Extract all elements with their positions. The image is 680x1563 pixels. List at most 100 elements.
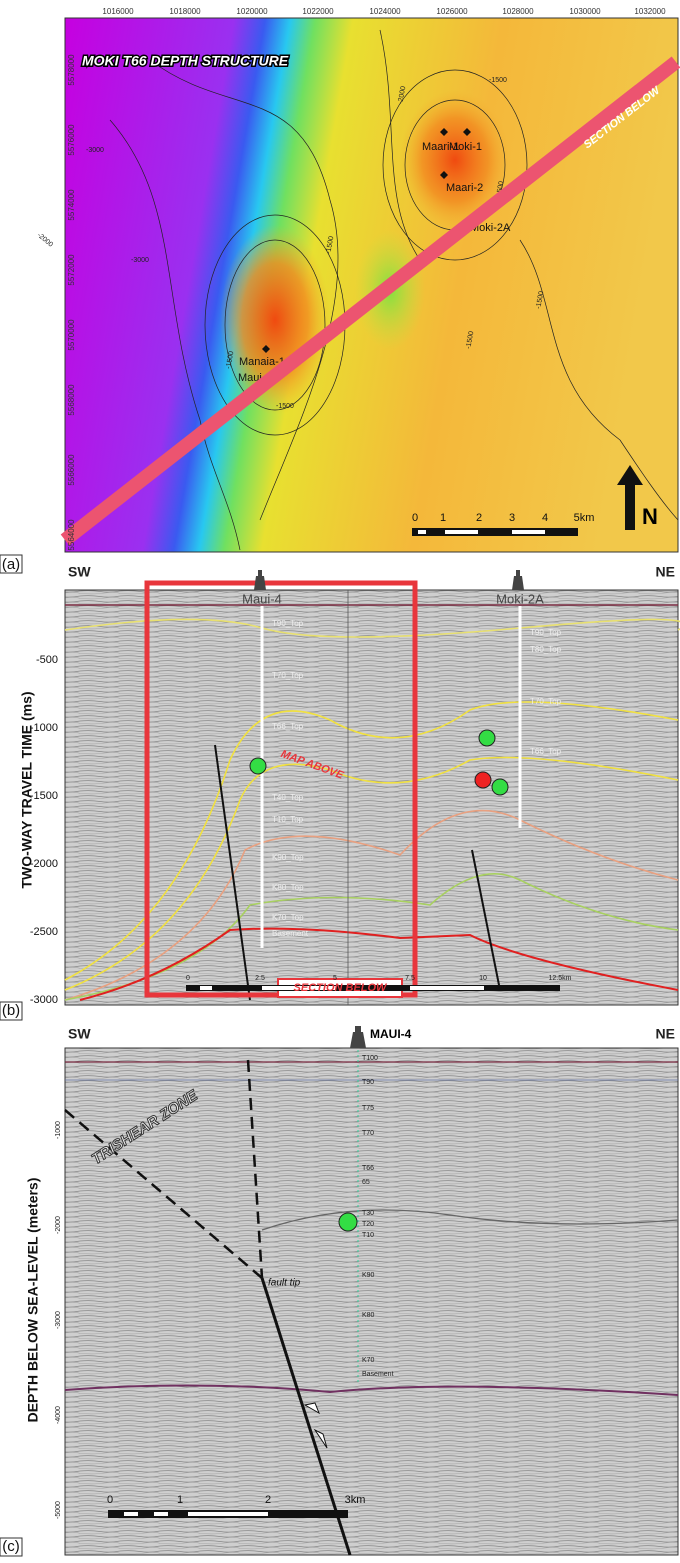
high (220, 225, 330, 415)
y-tick-label: 5566000 (67, 454, 76, 486)
y-tick-label: 5572000 (67, 254, 76, 286)
seismic-b (64, 589, 679, 1006)
y-tick-label: -3000 (30, 994, 58, 1006)
x-tick-label: 1020000 (236, 7, 268, 16)
horizons-c (64, 1061, 679, 1396)
well-label: MAUI-4 (370, 1027, 412, 1041)
horizon-label: K90_Top (272, 853, 304, 862)
well-label: Moki-2A (470, 222, 511, 234)
horizon-label: T90_Top (530, 628, 562, 637)
derrick (350, 1026, 366, 1048)
contour-label: -1500 (465, 331, 475, 350)
well-label: Maari-1 (422, 141, 459, 153)
fault (471, 849, 501, 991)
scale-label: 10 (479, 975, 487, 982)
y-tick-label: -500 (36, 654, 58, 666)
scale-bar (154, 1512, 168, 1516)
north-arrow (617, 465, 643, 530)
fault (214, 744, 251, 1001)
well-label: Maui-4 (242, 591, 282, 606)
x-tick-label: 1024000 (369, 7, 401, 16)
well-label: Moki-1 (449, 141, 482, 153)
y-tick-label: 5564000 (67, 519, 76, 551)
scale-bar (124, 1512, 138, 1516)
horizon-label: T90_Top (272, 619, 304, 628)
horizon-label: Basement (272, 929, 309, 938)
x-tick-label: 1022000 (302, 7, 334, 16)
contour-label: -1500 (325, 236, 335, 255)
contour-label: -1500 (225, 351, 235, 370)
horizon-label: T80_Top (530, 645, 562, 654)
y-tick-label: -1000 (30, 722, 58, 734)
horizon-label: K80 (362, 1312, 375, 1319)
high (400, 90, 510, 230)
scale-label: 3km (345, 1494, 366, 1506)
marker (249, 757, 267, 775)
seismic-c (64, 1047, 679, 1556)
x-tick-label: 1028000 (502, 7, 534, 16)
horizon-label: T70 (362, 1130, 374, 1137)
panel-label: (a) (2, 556, 20, 573)
section-line (60, 56, 680, 546)
contour-label: -2000 (36, 232, 54, 249)
contour-label: -3000 (86, 147, 104, 154)
contour-label: -1500 (535, 291, 545, 310)
scale-bar (410, 986, 484, 990)
direction: NE (656, 564, 675, 580)
y-tick-label: -2000 (30, 858, 58, 870)
derrick (254, 570, 266, 590)
horizon-label: K70_Top (272, 913, 304, 922)
axis-label: DEPTH BELOW SEA-LEVEL (meters) (25, 1178, 41, 1423)
horizon-label: T70_Top (530, 697, 562, 706)
scale-bar (200, 986, 212, 990)
horizon-label: T66 (362, 1165, 374, 1172)
direction: SW (68, 1026, 91, 1042)
horizon-label: T40_Top (272, 793, 304, 802)
scale-bar (262, 986, 336, 990)
axis-label: TWO-WAY TRAVEL TIME (ms) (19, 691, 35, 888)
contour-label: -1500 (489, 77, 507, 84)
map-title: MOKI T66 DEPTH STRUCTURE (82, 53, 289, 69)
label-box (0, 554, 23, 574)
scale-label: 4 (542, 512, 548, 524)
scale-label: 1 (440, 512, 446, 524)
y-tick-label: -5000 (55, 1501, 62, 1519)
north-label: N (642, 504, 658, 529)
horizon-label: 65 (362, 1179, 370, 1186)
x-tick-label: 1032000 (634, 7, 666, 16)
well-label: Maari-2 (446, 182, 483, 194)
scale-bar (412, 528, 578, 536)
well-label: Manaia-1 (239, 356, 285, 368)
horizon-label: T20 (362, 1221, 374, 1228)
scale-bar (418, 530, 426, 534)
marker (491, 778, 509, 796)
panel-label: (b) (2, 1002, 20, 1019)
contour-label: -1500 (276, 403, 294, 410)
x-tick-label: 1030000 (569, 7, 601, 16)
horizon-label: K90 (362, 1272, 375, 1279)
well-markers (262, 128, 471, 353)
fault-label: fault tip (268, 1278, 301, 1289)
scale-label: 0 (107, 1494, 113, 1506)
scale-label: 0 (186, 975, 190, 982)
y-tick-label: -4000 (55, 1406, 62, 1424)
label-box (0, 1001, 23, 1021)
horizon-label: T70_Top (272, 671, 304, 680)
scale-bar (445, 530, 478, 534)
horizon-label: K70 (362, 1357, 375, 1364)
y-tick-label: 5576000 (67, 124, 76, 156)
horizon-label: T10_Top (272, 815, 304, 824)
y-tick-label: -3000 (55, 1311, 62, 1329)
scale-label: 2.5 (255, 975, 265, 982)
horizon-label: K80_Top (272, 883, 304, 892)
scale-label: 2 (476, 512, 482, 524)
x-tick-label: 1016000 (102, 7, 134, 16)
y-tick-label: -2000 (55, 1216, 62, 1234)
panel-label: (c) (2, 1538, 20, 1555)
section-label: SECTION BELOW (294, 982, 389, 994)
marker (478, 729, 496, 747)
slip-arrows (303, 1402, 328, 1449)
horizon-label: T75 (362, 1105, 374, 1112)
